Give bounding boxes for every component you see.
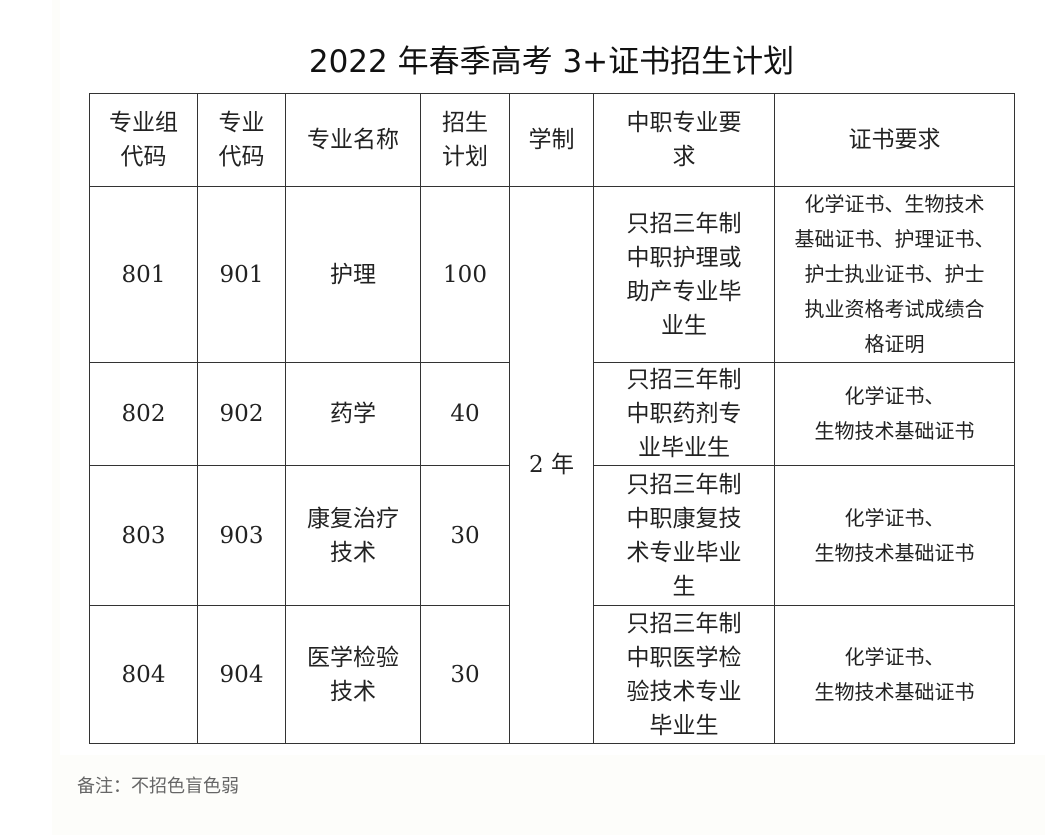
duration: 2 年 [509, 186, 594, 744]
cert: 化学证书、 生物技术基础证书 [774, 362, 1015, 466]
cert: 化学证书、 生物技术基础证书 [774, 465, 1015, 606]
plan: 30 [420, 605, 510, 744]
header-major-code: 专业 代码 [197, 93, 286, 187]
requirement: 只招三年制 中职护理或 助产专业毕 业生 [593, 186, 775, 363]
major-code: 902 [197, 362, 286, 466]
major-code: 903 [197, 465, 286, 606]
plan: 40 [420, 362, 510, 466]
plan: 100 [420, 186, 510, 363]
major-name: 康复治疗 技术 [285, 465, 421, 606]
group-code: 804 [89, 605, 198, 744]
requirement: 只招三年制 中职药剂专 业毕业生 [593, 362, 775, 466]
plan: 30 [420, 465, 510, 606]
header-plan: 招生 计划 [420, 93, 510, 187]
requirement: 只招三年制 中职医学检 验技术专业 毕业生 [593, 605, 775, 744]
major-name: 药学 [285, 362, 421, 466]
table-row: 803 903 康复治疗 技术 30 只招三年制 中职康复技 术专业毕业 生 化… [89, 465, 1015, 606]
footnote: 备注：不招色盲色弱 [77, 776, 239, 797]
header-major-name: 专业名称 [285, 93, 421, 187]
group-code: 801 [89, 186, 198, 363]
table-row: 802 902 药学 40 只招三年制 中职药剂专 业毕业生 化学证书、 生物技… [89, 362, 1015, 466]
requirement: 只招三年制 中职康复技 术专业毕业 生 [593, 465, 775, 606]
group-code: 803 [89, 465, 198, 606]
major-name: 医学检验 技术 [285, 605, 421, 744]
header-group-code: 专业组 代码 [89, 93, 198, 187]
major-code: 904 [197, 605, 286, 744]
major-name: 护理 [285, 186, 421, 363]
table-row: 804 904 医学检验 技术 30 只招三年制 中职医学检 验技术专业 毕业生… [89, 605, 1015, 744]
document-title: 2022 年春季高考 3+证书招生计划 [308, 44, 795, 80]
table-row: 801 901 护理 100 2 年 只招三年制 中职护理或 助产专业毕 业生 … [89, 186, 1015, 744]
header-cert: 证书要求 [774, 93, 1015, 187]
major-code: 901 [197, 186, 286, 363]
group-code: 802 [89, 362, 198, 466]
header-requirement: 中职专业要 求 [593, 93, 775, 187]
table-header-row: 专业组 代码 专业 代码 专业名称 招生 计划 学制 中职专业要 求 证书要求 [89, 93, 1015, 187]
enrollment-table: 专业组 代码 专业 代码 专业名称 招生 计划 学制 中职专业要 求 证书要求 … [89, 93, 1015, 744]
cert: 化学证书、生物技术 基础证书、护理证书、 护士执业证书、护士 执业资格考试成绩合… [774, 186, 1015, 363]
header-duration: 学制 [509, 93, 594, 187]
cert: 化学证书、 生物技术基础证书 [774, 605, 1015, 744]
